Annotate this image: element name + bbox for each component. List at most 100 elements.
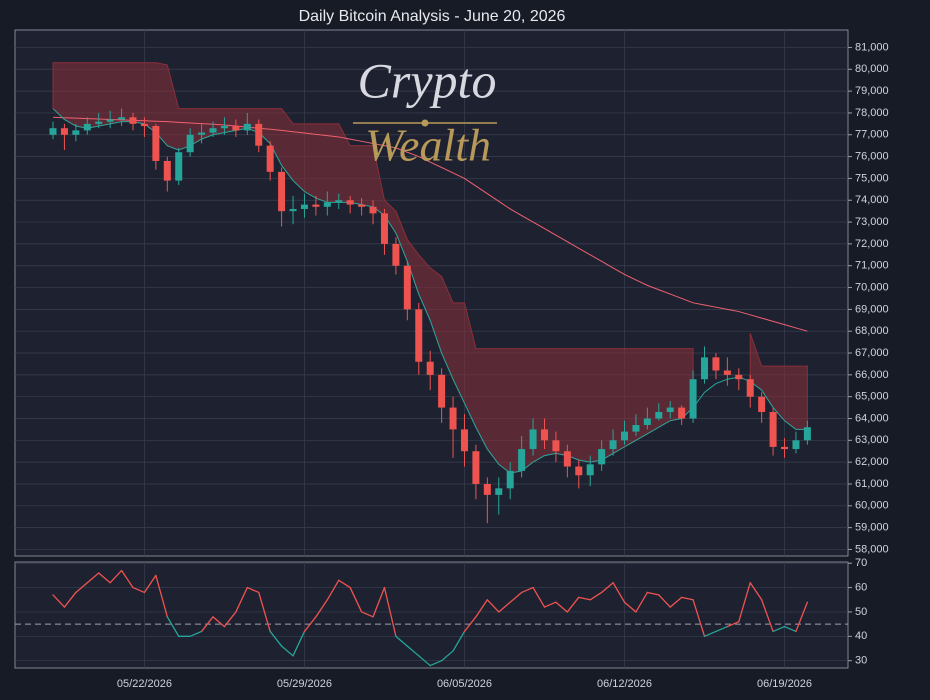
rsi-line	[600, 582, 614, 594]
rsi-line	[235, 586, 248, 613]
rsi-line	[475, 599, 488, 618]
rsi-panel	[14, 561, 849, 669]
rsi-line	[772, 625, 786, 633]
candle-body	[255, 123, 263, 146]
rsi-line	[75, 582, 88, 594]
slow-ma-line	[52, 116, 808, 332]
rsi-line	[532, 586, 546, 608]
candle-body	[403, 265, 411, 310]
candle-body	[689, 379, 697, 419]
candle-body	[563, 451, 571, 467]
rsi-line	[715, 625, 729, 633]
rsi-line	[429, 660, 443, 667]
rsi-line	[155, 574, 168, 618]
rsi-line	[280, 645, 294, 657]
rsi-line	[338, 579, 351, 589]
candle-body	[118, 117, 126, 120]
candle-body	[346, 200, 354, 205]
rsi-line	[566, 596, 580, 613]
candle-body	[529, 429, 537, 450]
rsi-line	[418, 655, 431, 667]
candle-body	[152, 126, 160, 161]
rsi-line	[589, 591, 603, 601]
x-tick-label: 06/19/2026	[757, 678, 812, 690]
rsi-line	[646, 591, 660, 596]
candle-body	[678, 407, 686, 419]
rsi-line	[166, 616, 180, 637]
y-tick-label: 59,000	[855, 522, 889, 534]
candle-body	[209, 128, 217, 133]
y-tick-label: 71,000	[855, 260, 889, 272]
candle-body	[175, 152, 183, 181]
y-tick-label: 76,000	[855, 150, 889, 162]
rsi-line	[98, 572, 111, 584]
candle-body	[60, 128, 68, 135]
rsi-line	[612, 582, 626, 603]
candle-body	[426, 361, 434, 375]
candle-body	[266, 145, 274, 172]
y-tick-label: 68,000	[855, 325, 889, 337]
y-tick-label: 61,000	[855, 478, 889, 490]
rsi-line	[486, 599, 500, 613]
y-tick-label: 80,000	[855, 63, 889, 75]
candle-body	[632, 425, 640, 432]
rsi-line	[120, 569, 134, 589]
y-tick-label: 67,000	[855, 347, 889, 359]
candle-body	[472, 451, 480, 484]
rsi-line	[109, 569, 123, 584]
candle-body	[712, 357, 720, 371]
candle-body	[758, 396, 766, 412]
rsi-tick-label: 50	[855, 606, 867, 618]
rsi-tick-label: 70	[855, 557, 867, 569]
x-tick-label: 06/05/2026	[437, 678, 492, 690]
rsi-line	[543, 601, 557, 608]
candle-body	[438, 374, 446, 408]
candle-body	[655, 411, 663, 419]
candle-body	[369, 206, 377, 214]
rsi-line	[303, 616, 317, 633]
x-tick-label: 05/29/2026	[277, 678, 332, 690]
candle-body	[586, 464, 594, 476]
y-tick-label: 74,000	[855, 194, 889, 206]
y-tick-label: 78,000	[855, 107, 889, 119]
candle-body	[300, 204, 308, 209]
candle-body	[483, 483, 491, 495]
candle-body	[392, 243, 400, 266]
rsi-line	[749, 582, 763, 601]
rsi-line	[498, 601, 511, 613]
rsi-line	[783, 625, 797, 633]
y-tick-label: 63,000	[855, 434, 889, 446]
y-tick-label: 75,000	[855, 172, 889, 184]
candle-body	[49, 128, 57, 135]
x-tick-label: 05/22/2026	[117, 678, 172, 690]
rsi-line	[635, 591, 649, 613]
rsi-tick-label: 60	[855, 581, 867, 593]
candle-body	[540, 429, 548, 441]
candle-body	[495, 488, 503, 495]
rsi-line	[258, 591, 271, 633]
candle-body	[643, 418, 651, 426]
rsi-line	[395, 635, 408, 647]
candle-body	[769, 411, 777, 447]
candle-body	[380, 213, 388, 244]
candle-body	[140, 123, 148, 127]
y-tick-label: 69,000	[855, 303, 889, 315]
candle-body	[746, 379, 754, 397]
x-tick-label: 06/12/2026	[597, 678, 652, 690]
rsi-line	[738, 582, 751, 623]
candle-body	[335, 200, 343, 203]
rsi-line	[132, 586, 146, 594]
candle-body	[460, 429, 468, 452]
candle-body	[323, 202, 331, 207]
candle-body	[278, 171, 286, 212]
rsi-line	[520, 586, 534, 594]
candle-body	[129, 117, 137, 124]
candle-body	[575, 466, 583, 476]
candle-body	[106, 119, 114, 122]
rsi-line	[692, 599, 706, 637]
candle-body	[95, 121, 103, 124]
y-tick-label: 79,000	[855, 85, 889, 97]
candle-body	[415, 309, 423, 362]
y-tick-label: 73,000	[855, 216, 889, 228]
watermark-dot	[421, 119, 429, 127]
